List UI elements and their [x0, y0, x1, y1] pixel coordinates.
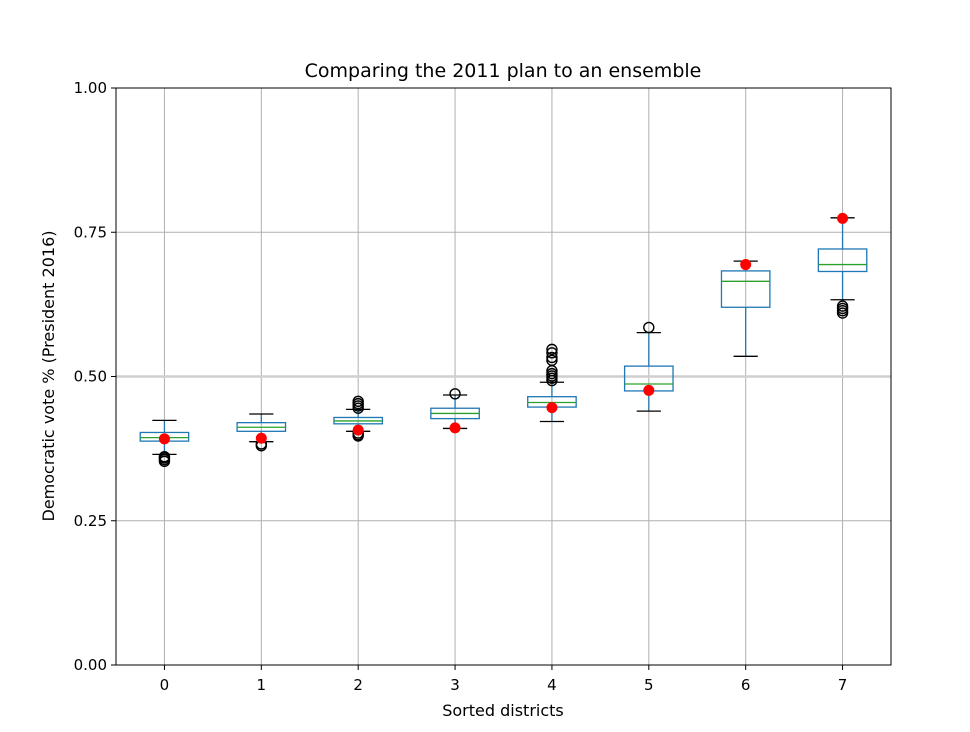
- plan-point-1: [255, 432, 267, 444]
- plan-point-2: [352, 424, 364, 436]
- box-5: [623, 321, 674, 412]
- y-tick-label: 1.00: [74, 79, 107, 97]
- y-tick-label: 0.25: [74, 512, 107, 530]
- outlier-point: [158, 451, 171, 463]
- x-tick-label: 0: [160, 676, 170, 694]
- y-tick-label: 0.00: [74, 656, 107, 674]
- outlier-point: [836, 300, 849, 312]
- outlier-point: [546, 343, 558, 356]
- plan-point-5: [643, 384, 655, 396]
- boxes: [139, 217, 868, 468]
- x-tick-label: 4: [547, 676, 557, 694]
- x-axis-label: Sorted districts: [442, 701, 564, 720]
- box-body: [720, 270, 771, 308]
- plan-point-3: [449, 422, 461, 434]
- outlier-point: [449, 388, 461, 400]
- outlier-point: [643, 321, 655, 334]
- y-tick-label: 0.75: [74, 223, 107, 241]
- box-0: [139, 419, 190, 468]
- x-axis-ticks: 0 1 2 3 4 5 6 7: [160, 665, 848, 694]
- y-axis-label: Democratic vote % (President 2016): [39, 231, 58, 522]
- x-tick-label: 1: [257, 676, 267, 694]
- outlier-point: [546, 351, 558, 364]
- plan-point-6: [740, 259, 752, 271]
- plan-point-7: [837, 212, 849, 224]
- x-tick-label: 5: [644, 676, 654, 694]
- plan-point-0: [158, 433, 170, 445]
- x-tick-label: 3: [450, 676, 460, 694]
- x-tick-label: 2: [353, 676, 363, 694]
- y-axis-ticks: 0.00 0.25 0.50 0.75 1.00: [74, 79, 116, 674]
- box-body: [817, 248, 868, 273]
- outlier-point: [546, 367, 558, 380]
- chart-title: Comparing the 2011 plan to an ensemble: [305, 60, 702, 82]
- plan-points: [158, 212, 849, 445]
- x-tick-label: 7: [838, 676, 848, 694]
- y-tick-label: 0.50: [74, 368, 107, 386]
- outlier-point: [352, 395, 364, 408]
- outlier-point: [546, 354, 558, 367]
- box-2: [333, 395, 384, 442]
- plan-point-4: [546, 402, 558, 414]
- x-tick-label: 6: [741, 676, 751, 694]
- box-3: [430, 388, 480, 430]
- outlier-point: [546, 347, 558, 359]
